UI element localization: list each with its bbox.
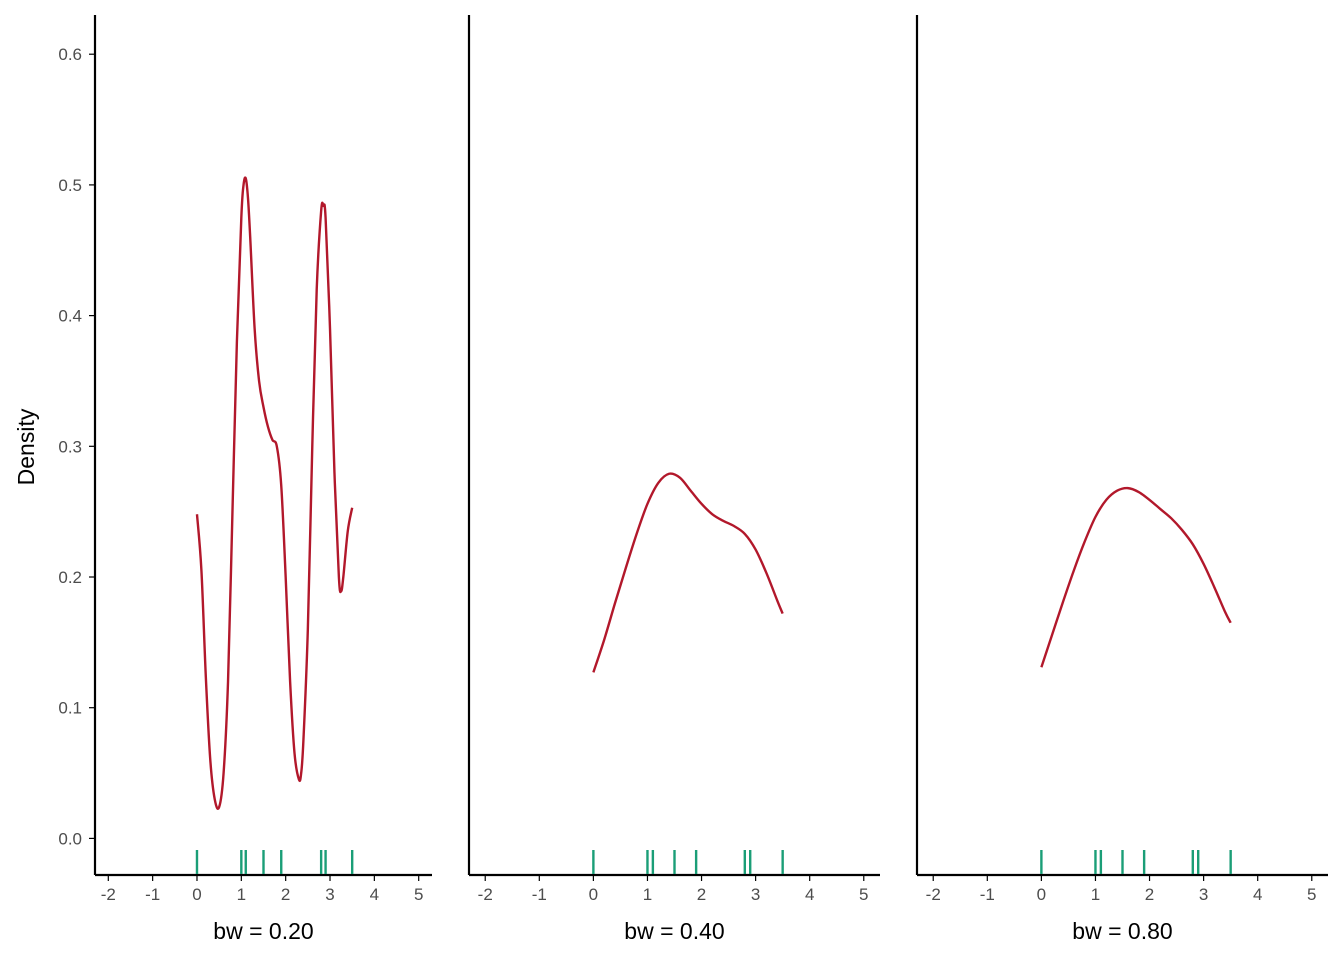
facet-panel: -2 -1 0 1 2 3 4 5 bw = 0.20 <box>93 15 432 944</box>
y-axis-title: Density <box>13 408 39 485</box>
y-tick-label: 0.1 <box>58 699 82 718</box>
x-tick-label: 5 <box>1307 885 1316 904</box>
x-tick-label: 3 <box>751 885 760 904</box>
x-tick-label: 0 <box>589 885 598 904</box>
y-tick-label: 0.6 <box>58 45 82 64</box>
x-tick-label: 1 <box>1091 885 1100 904</box>
density-curve <box>592 472 784 673</box>
x-tick-label: -2 <box>926 885 941 904</box>
x-axis-title: bw = 0.20 <box>213 918 313 944</box>
x-tick-label: 4 <box>1253 885 1262 904</box>
x-tick-label: 5 <box>414 885 423 904</box>
x-tick-label: 0 <box>1037 885 1046 904</box>
x-tick-label: -1 <box>532 885 547 904</box>
facet-panels: -2 -1 0 1 2 3 4 5bw = 0.20-2 -1 0 1 2 3 4 5bw = 0.40-2… <box>93 15 1328 944</box>
x-tick-label: 4 <box>805 885 814 904</box>
x-tick-label: 1 <box>237 885 246 904</box>
x-tick-label: -2 <box>478 885 493 904</box>
x-axis-title: bw = 0.40 <box>624 918 724 944</box>
x-tick-label: 2 <box>1145 885 1154 904</box>
x-tick-label: 3 <box>325 885 334 904</box>
x-tick-label: 0 <box>192 885 201 904</box>
x-tick-label: -1 <box>980 885 995 904</box>
x-tick-label: 5 <box>859 885 868 904</box>
density-curve <box>1040 486 1232 668</box>
y-tick-label: 0.4 <box>58 307 82 326</box>
x-tick-label: -1 <box>145 885 160 904</box>
x-tick-label: 2 <box>697 885 706 904</box>
x-axis-title: bw = 0.80 <box>1072 918 1172 944</box>
y-tick-label: 0.3 <box>58 437 82 456</box>
x-tick-label: -2 <box>101 885 116 904</box>
x-tick-label: 2 <box>281 885 290 904</box>
x-tick-label: 3 <box>1199 885 1208 904</box>
x-tick-label: 1 <box>643 885 652 904</box>
y-tick-label: 0.0 <box>58 829 82 848</box>
y-axis-tick-labels: 0.0 0.1 0.2 0.3 0.4 0.5 0.6 <box>58 45 95 848</box>
y-tick-label: 0.5 <box>58 176 82 195</box>
facet-panel: -2 -1 0 1 2 3 4 5 bw = 0.40 <box>467 15 880 944</box>
facet-panel: -2 -1 0 1 2 3 4 5 bw = 0.80 <box>915 15 1328 944</box>
y-tick-label: 0.2 <box>58 568 82 587</box>
x-tick-label: 4 <box>370 885 379 904</box>
density-curve <box>195 176 354 810</box>
